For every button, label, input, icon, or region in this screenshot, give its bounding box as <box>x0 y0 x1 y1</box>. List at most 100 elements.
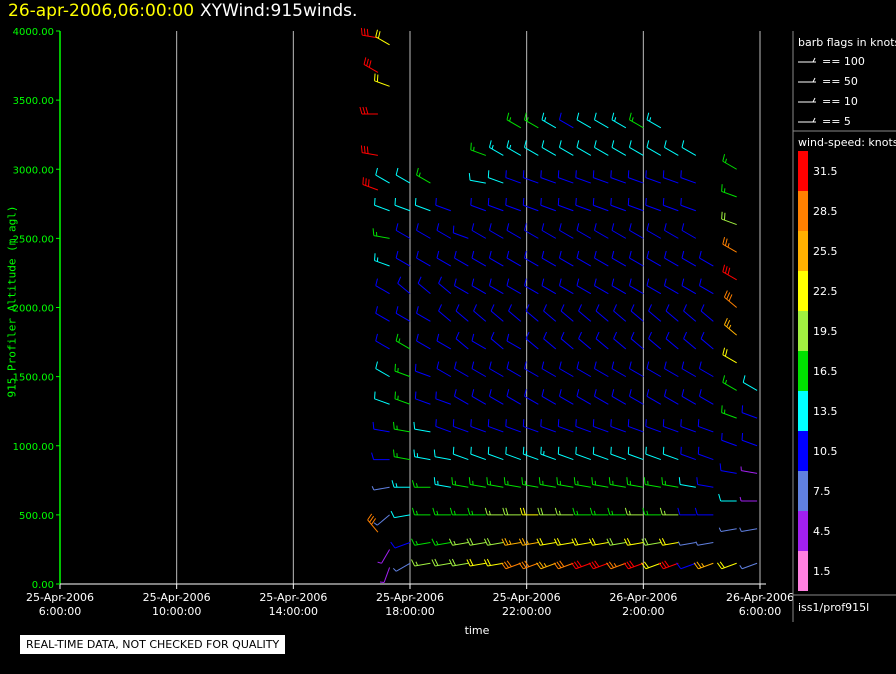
barb-feather-10 <box>722 264 726 272</box>
barb-feather-10 <box>558 361 562 369</box>
barb-feather-10 <box>557 170 560 178</box>
barb-feather-10 <box>593 250 597 259</box>
wind-barb <box>543 304 557 322</box>
wind-barb <box>413 421 431 433</box>
barb-feather-10 <box>371 452 375 460</box>
barb-feather-10 <box>595 304 600 312</box>
barb-legend-flag <box>812 57 816 63</box>
wind-barb <box>363 57 379 73</box>
wind-barb <box>435 419 452 433</box>
wind-barb <box>578 304 592 322</box>
wind-barb <box>698 389 714 405</box>
barb-feather-10 <box>371 518 376 525</box>
barb-feather-10 <box>723 318 728 326</box>
barb-staff <box>683 338 697 350</box>
barb-feather-5 <box>576 510 579 515</box>
barb-feather-10 <box>557 197 560 206</box>
barb-feather-10 <box>471 333 475 342</box>
barb-staff <box>524 395 539 405</box>
barb-feather-10 <box>664 560 670 567</box>
barb-staff <box>595 338 609 350</box>
barb-feather-10 <box>470 446 472 455</box>
barb-feather-10 <box>681 140 685 148</box>
barb-feather-10 <box>413 449 416 457</box>
barb-feather-10 <box>575 170 577 178</box>
barb-feather-10 <box>628 112 632 120</box>
barb-staff <box>541 146 557 156</box>
barb-feather-5 <box>558 510 561 515</box>
barb-staff <box>525 338 539 350</box>
wind-barb <box>488 250 504 267</box>
barb-staff <box>628 177 644 184</box>
barb-staff <box>700 310 714 322</box>
wind-barb <box>718 493 737 502</box>
barb-feather-10 <box>521 561 527 569</box>
barb-feather-10 <box>659 507 663 516</box>
wind-barb <box>592 197 609 212</box>
barb-staff <box>558 453 574 461</box>
barb-feather-10 <box>645 197 647 206</box>
barb-feather-10 <box>432 507 436 516</box>
barb-feather-10 <box>541 250 545 259</box>
barb-feather-10 <box>438 276 443 284</box>
barb-staff <box>373 235 390 239</box>
wind-barb <box>508 304 522 322</box>
barb-feather-10 <box>541 223 545 231</box>
wind-barb <box>522 197 539 212</box>
wind-barb <box>646 278 662 295</box>
barb-feather-10 <box>576 140 580 148</box>
barb-feather-10 <box>360 145 363 153</box>
barb-feather-5 <box>395 483 398 488</box>
barb-feather-10 <box>433 477 436 485</box>
wind-barb <box>576 361 592 378</box>
wind-barb <box>506 140 522 156</box>
barb-feather-10 <box>518 562 524 570</box>
barb-staff <box>721 562 737 570</box>
wind-barb <box>683 304 697 322</box>
barb-feather-10 <box>416 306 419 314</box>
wind-barb <box>721 432 737 447</box>
barb-staff <box>395 312 411 322</box>
wind-barb <box>541 112 557 129</box>
barb-staff <box>394 370 411 378</box>
wind-barb <box>739 527 758 532</box>
barb-staff <box>470 149 487 156</box>
barb-feather-10 <box>556 538 561 546</box>
wind-barb <box>558 223 574 239</box>
wind-barb <box>680 170 697 184</box>
barb-feather-10 <box>722 154 726 162</box>
barb-feather-5 <box>718 527 722 532</box>
wind-barb <box>522 170 539 184</box>
wind-barb <box>432 507 451 516</box>
barb-staff <box>610 453 627 461</box>
wind-barb <box>628 140 644 156</box>
barb-staff <box>541 257 557 267</box>
barb-staff <box>610 562 627 570</box>
barb-staff <box>506 146 522 156</box>
wind-barb <box>435 391 452 405</box>
barb-staff <box>644 483 661 488</box>
barb-staff <box>470 453 487 461</box>
speed-legend-swatch <box>798 431 808 471</box>
speed-legend-swatch <box>798 511 808 551</box>
barb-feather-10 <box>413 421 416 430</box>
wind-barb <box>627 446 644 461</box>
barb-legend-label: == 50 <box>822 75 858 88</box>
barb-feather-10 <box>697 419 700 427</box>
barb-staff <box>506 395 522 405</box>
barb-staff <box>523 425 539 433</box>
wind-barb <box>505 197 522 212</box>
wind-barb <box>540 170 557 184</box>
wind-barb <box>697 419 714 433</box>
barb-feather-10 <box>488 250 492 259</box>
wind-barb <box>592 170 609 184</box>
speed-legend-swatch <box>798 551 808 591</box>
barb-feather-10 <box>574 538 579 546</box>
barb-staff <box>540 453 557 461</box>
barb-feather-10 <box>576 112 580 120</box>
barb-feather-10 <box>623 538 629 546</box>
barb-staff <box>721 190 737 198</box>
wind-barb <box>455 331 469 350</box>
barb-feather-10 <box>362 177 364 185</box>
barb-feather-10 <box>698 278 702 286</box>
